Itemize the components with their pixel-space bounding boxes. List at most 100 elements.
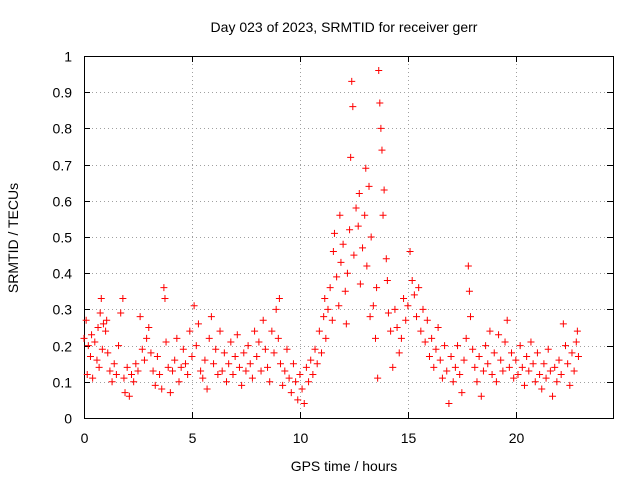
data-point [458, 389, 466, 397]
data-point [366, 313, 374, 321]
x-tick-label: 15 [401, 430, 417, 446]
data-point [120, 374, 128, 382]
data-point [283, 345, 291, 353]
data-point [270, 349, 278, 357]
data-point [296, 371, 304, 379]
data-point [136, 313, 144, 321]
grid [84, 56, 613, 418]
data-point [447, 352, 455, 360]
data-point [486, 327, 494, 335]
data-point [499, 367, 507, 375]
data-point [276, 360, 284, 368]
data-point [266, 378, 274, 386]
data-point [469, 345, 477, 353]
data-point [482, 342, 490, 350]
chart-title: Day 023 of 2023, SRMTID for receiver ger… [211, 19, 478, 35]
data-point [229, 371, 237, 379]
data-point [197, 367, 205, 375]
data-point [430, 363, 438, 371]
data-point [527, 338, 535, 346]
data-point [102, 327, 110, 335]
data-point [479, 367, 487, 375]
data-point [365, 182, 373, 190]
data-point [86, 352, 94, 360]
data-point [117, 309, 125, 317]
y-tick-label: 0.1 [53, 375, 73, 391]
data-point [436, 356, 444, 364]
data-point [564, 360, 572, 368]
y-tick-label: 0.8 [53, 121, 73, 137]
data-point [378, 146, 386, 154]
data-point [540, 360, 548, 368]
data-point [512, 356, 520, 364]
data-point [536, 371, 544, 379]
data-point [149, 367, 157, 375]
data-point [373, 284, 381, 292]
y-tick-label: 0.5 [53, 230, 73, 246]
data-point [376, 99, 384, 107]
data-point [292, 378, 300, 386]
data-point [410, 291, 418, 299]
data-point [525, 367, 533, 375]
data-point [134, 367, 142, 375]
data-point [84, 342, 92, 350]
data-point [417, 327, 425, 335]
data-point [305, 378, 313, 386]
data-point [445, 400, 453, 408]
data-point [315, 327, 323, 335]
data-point [158, 385, 166, 393]
data-point [186, 327, 194, 335]
data-point [348, 77, 356, 85]
data-point [261, 345, 269, 353]
data-point [123, 363, 131, 371]
data-point [216, 327, 224, 335]
data-point [307, 356, 315, 364]
data-point [210, 360, 218, 368]
data-point [199, 374, 207, 382]
data-point [246, 360, 254, 368]
data-point [320, 313, 328, 321]
data-point [531, 378, 539, 386]
data-point [380, 186, 388, 194]
data-point [419, 305, 427, 313]
data-point [285, 374, 293, 382]
data-point [508, 349, 516, 357]
data-point [153, 352, 161, 360]
data-point [475, 352, 483, 360]
data-point [223, 378, 231, 386]
data-point [449, 378, 457, 386]
x-tick-label: 10 [293, 430, 309, 446]
data-point [80, 334, 88, 342]
data-point [322, 334, 330, 342]
data-point [235, 363, 243, 371]
data-point [194, 320, 202, 328]
data-points [80, 66, 582, 408]
data-point [173, 334, 181, 342]
data-point [520, 381, 528, 389]
data-point [557, 371, 565, 379]
data-point [171, 356, 179, 364]
data-point [382, 255, 390, 263]
data-point [162, 338, 170, 346]
data-point [555, 356, 563, 364]
data-point [112, 371, 120, 379]
y-tick-label: 0.2 [53, 339, 73, 355]
data-point [248, 374, 256, 382]
data-point [350, 251, 358, 259]
data-point [432, 345, 440, 353]
y-tick-label: 0.7 [53, 158, 73, 174]
data-point [251, 327, 259, 335]
data-point [83, 371, 91, 379]
data-point [451, 363, 459, 371]
data-point [175, 378, 183, 386]
y-tick-label: 1 [64, 49, 72, 65]
data-point [160, 284, 168, 292]
data-point [551, 363, 559, 371]
data-point [151, 381, 159, 389]
data-point [384, 309, 392, 317]
data-point [138, 345, 146, 353]
y-tick-label: 0.6 [53, 194, 73, 210]
data-point [408, 276, 416, 284]
data-point [510, 374, 518, 382]
x-tick-label: 5 [189, 430, 197, 446]
